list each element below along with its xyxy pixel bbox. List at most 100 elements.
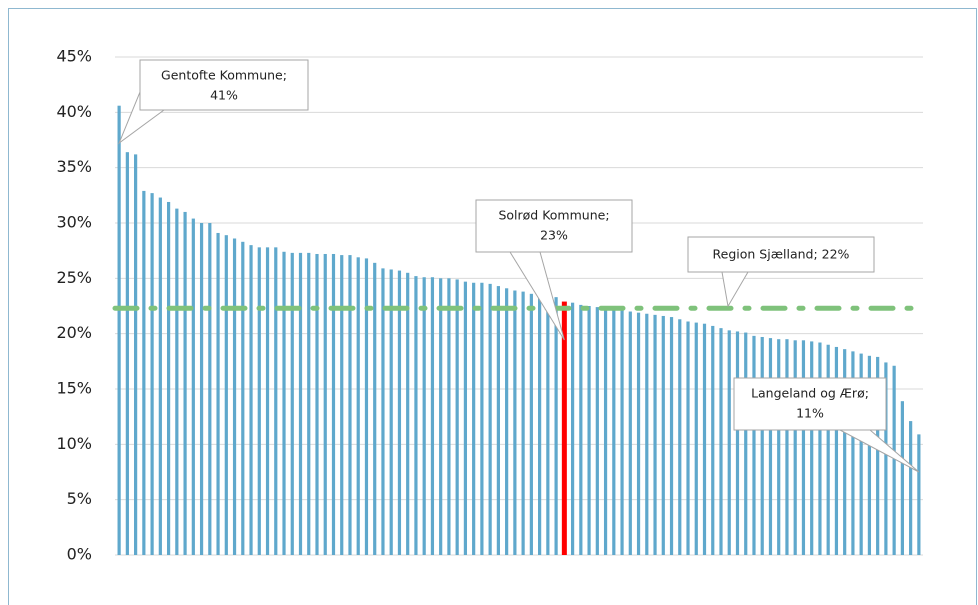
bar (834, 346, 839, 555)
bar (439, 278, 443, 555)
bar (232, 238, 237, 555)
bar (801, 340, 806, 555)
bar (892, 365, 896, 555)
bar (735, 331, 740, 555)
y-tick-label: 30% (56, 213, 92, 232)
bar (455, 279, 459, 555)
bar (554, 297, 558, 555)
bar (389, 269, 393, 555)
bar (158, 197, 162, 555)
bar (702, 323, 707, 555)
bar (142, 190, 146, 555)
bar (579, 304, 583, 555)
bar (876, 356, 880, 555)
bar (364, 258, 369, 555)
bar (884, 362, 888, 555)
bar (430, 277, 435, 555)
bar (645, 313, 649, 555)
bar (224, 235, 228, 555)
annotation-value: 23% (540, 228, 568, 243)
y-tick-label: 5% (67, 489, 92, 508)
bar (463, 281, 468, 555)
y-tick-label: 15% (56, 379, 92, 398)
bar (628, 311, 632, 555)
bar (867, 355, 872, 555)
bar (422, 277, 426, 555)
bar (620, 310, 624, 555)
y-tick-label: 45% (56, 47, 92, 66)
bar (744, 332, 748, 555)
bar (323, 253, 327, 555)
bar (480, 282, 484, 555)
bar (785, 339, 789, 555)
bar (561, 301, 567, 555)
bar (612, 309, 616, 555)
bar (521, 291, 525, 555)
bar (199, 223, 204, 555)
annotation-box (139, 59, 309, 111)
bar (150, 193, 154, 555)
bar (529, 293, 533, 555)
bar (686, 321, 690, 555)
bar (356, 257, 360, 555)
bar (851, 351, 855, 555)
bar (241, 241, 245, 555)
bar (719, 328, 723, 555)
bar (917, 434, 921, 555)
bar (711, 325, 715, 555)
bar (249, 245, 253, 555)
bar (216, 232, 220, 555)
bar (134, 154, 138, 556)
bar (546, 296, 550, 555)
bar (298, 252, 303, 555)
bar (636, 312, 641, 555)
bar (488, 283, 492, 555)
bar (760, 336, 764, 555)
bar (661, 315, 665, 555)
bar (538, 294, 542, 555)
bar (505, 288, 509, 555)
y-tick-label: 25% (56, 268, 92, 287)
reference-label: Region Sjælland; 22% (713, 247, 850, 262)
bar (603, 308, 608, 555)
bar (331, 253, 336, 555)
bar (900, 401, 904, 555)
y-tick-label: 10% (56, 434, 92, 453)
bar (447, 278, 451, 555)
bar (257, 247, 261, 555)
bar (125, 152, 129, 555)
y-tick-label: 0% (67, 545, 92, 564)
bar (208, 223, 212, 555)
bar (348, 255, 352, 556)
bar (166, 201, 171, 555)
bar (768, 338, 773, 555)
bar (777, 339, 781, 555)
bar (117, 105, 121, 556)
bar (513, 290, 517, 555)
bar (307, 252, 311, 555)
bar (595, 307, 599, 555)
bar (694, 322, 698, 555)
bar (818, 342, 822, 555)
y-tick-label: 20% (56, 323, 92, 342)
bar (843, 349, 847, 555)
bar (793, 340, 797, 555)
annotation-value: 41% (210, 88, 238, 103)
annotation-box (733, 377, 887, 431)
bar (414, 276, 418, 555)
bar (859, 353, 863, 555)
bar (669, 317, 674, 555)
annotation-text: Langeland og Ærø; (751, 386, 869, 401)
bar (678, 319, 682, 555)
bar (274, 247, 278, 555)
bar (826, 344, 830, 555)
bar (727, 330, 731, 555)
bar (587, 306, 591, 555)
bar (406, 272, 410, 555)
bar (397, 270, 402, 555)
bar (810, 341, 814, 555)
y-tick-label: 35% (56, 157, 92, 176)
bar (381, 268, 385, 555)
annotation-value: 11% (796, 406, 824, 421)
